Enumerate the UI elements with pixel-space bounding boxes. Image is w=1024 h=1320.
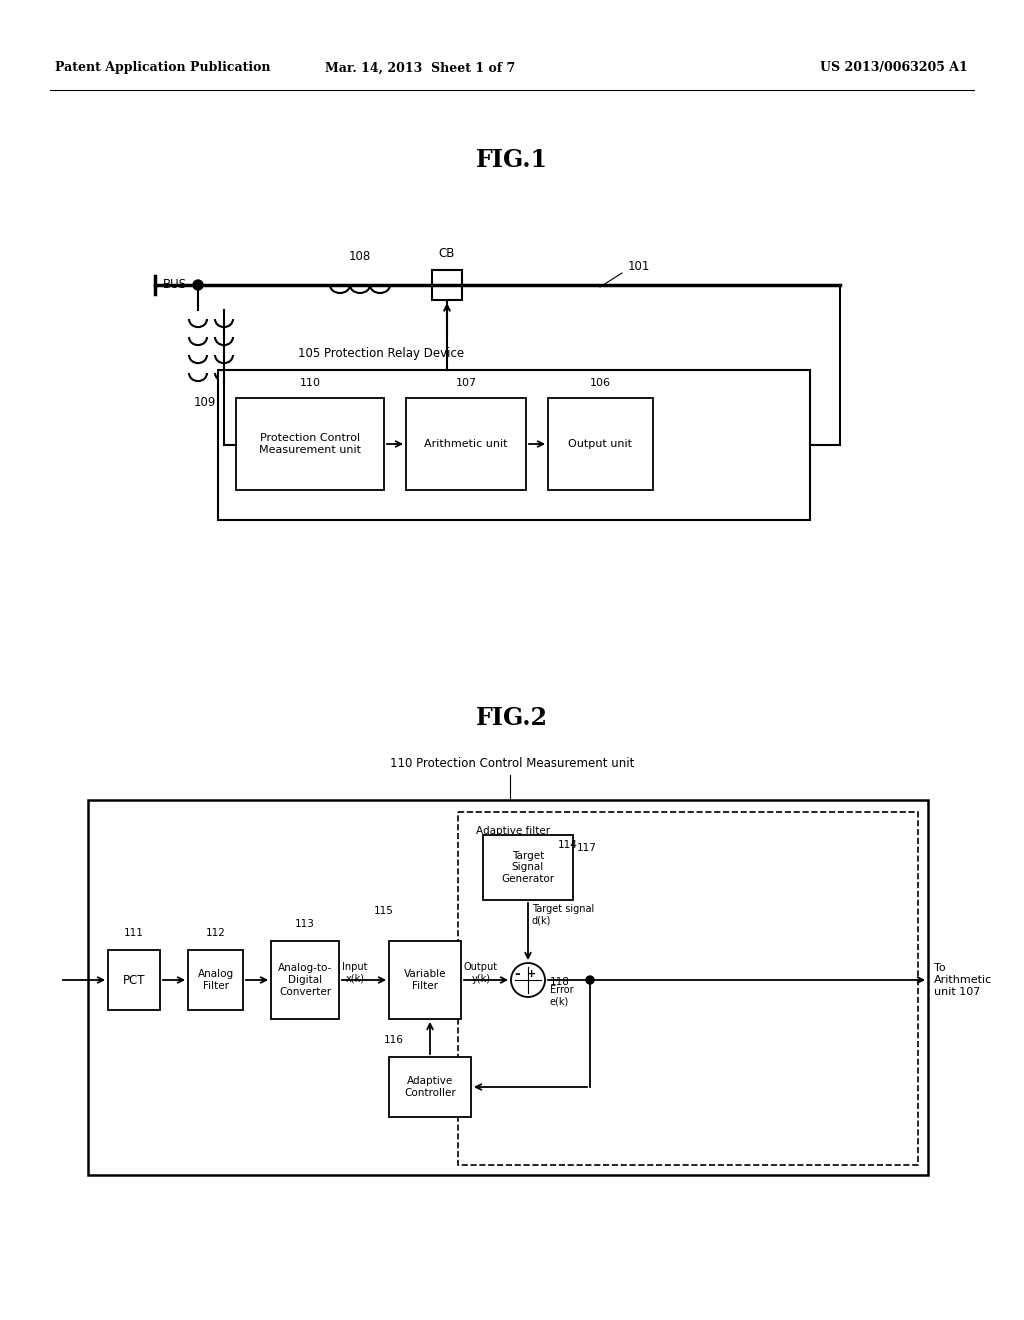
Text: Protection Control
Measurement unit: Protection Control Measurement unit	[259, 433, 361, 455]
Text: US 2013/0063205 A1: US 2013/0063205 A1	[820, 62, 968, 74]
Text: Output
y(k): Output y(k)	[464, 962, 498, 983]
Text: 109: 109	[194, 396, 216, 409]
Bar	[432, 271, 462, 300]
Text: 114: 114	[558, 840, 578, 850]
Text: Adaptive filter: Adaptive filter	[476, 826, 550, 836]
Bar	[88, 800, 928, 1175]
Text: Adaptive
Controller: Adaptive Controller	[404, 1076, 456, 1098]
Text: 116: 116	[384, 1035, 403, 1045]
Text: 117: 117	[577, 843, 597, 853]
Text: 110 Protection Control Measurement unit: 110 Protection Control Measurement unit	[390, 756, 635, 770]
Text: Patent Application Publication: Patent Application Publication	[55, 62, 270, 74]
Text: 105 Protection Relay Device: 105 Protection Relay Device	[298, 347, 464, 360]
Bar	[483, 836, 573, 900]
Bar	[108, 950, 160, 1010]
Text: FIG.2: FIG.2	[476, 706, 548, 730]
Text: 111: 111	[124, 928, 144, 939]
Text: Input
x(k): Input x(k)	[342, 962, 368, 983]
Text: 115: 115	[374, 906, 394, 916]
Bar	[458, 812, 918, 1166]
Bar	[236, 399, 384, 490]
Text: CB: CB	[439, 247, 456, 260]
Bar	[406, 399, 526, 490]
Text: -: -	[514, 968, 520, 981]
Bar	[218, 370, 810, 520]
Text: PCT: PCT	[123, 974, 145, 986]
Text: BUS: BUS	[163, 277, 187, 290]
Text: Target signal
d(k): Target signal d(k)	[532, 904, 594, 925]
Text: 112: 112	[206, 928, 225, 939]
Bar	[389, 1057, 471, 1117]
Text: 113: 113	[295, 919, 315, 929]
Bar	[389, 941, 461, 1019]
Circle shape	[586, 975, 594, 983]
Bar	[271, 941, 339, 1019]
Text: Target
Signal
Generator: Target Signal Generator	[502, 851, 555, 884]
Text: 101: 101	[628, 260, 650, 273]
Text: Mar. 14, 2013  Sheet 1 of 7: Mar. 14, 2013 Sheet 1 of 7	[325, 62, 515, 74]
Text: Analog-to-
Digital
Converter: Analog-to- Digital Converter	[278, 964, 332, 997]
Text: 107: 107	[456, 378, 476, 388]
Text: To
Arithmetic
unit 107: To Arithmetic unit 107	[934, 964, 992, 997]
Bar	[548, 399, 653, 490]
Circle shape	[193, 280, 203, 290]
Text: FIG.1: FIG.1	[476, 148, 548, 172]
Text: +: +	[526, 969, 536, 979]
Text: 118: 118	[550, 977, 570, 987]
Bar	[188, 950, 243, 1010]
Text: Arithmetic unit: Arithmetic unit	[424, 440, 508, 449]
Text: 108: 108	[349, 249, 371, 263]
Text: 106: 106	[590, 378, 611, 388]
Text: 110: 110	[299, 378, 321, 388]
Text: Analog
Filter: Analog Filter	[198, 969, 233, 991]
Text: Error
e(k): Error e(k)	[550, 985, 573, 1007]
Text: Variable
Filter: Variable Filter	[403, 969, 446, 991]
Text: Output unit: Output unit	[568, 440, 633, 449]
